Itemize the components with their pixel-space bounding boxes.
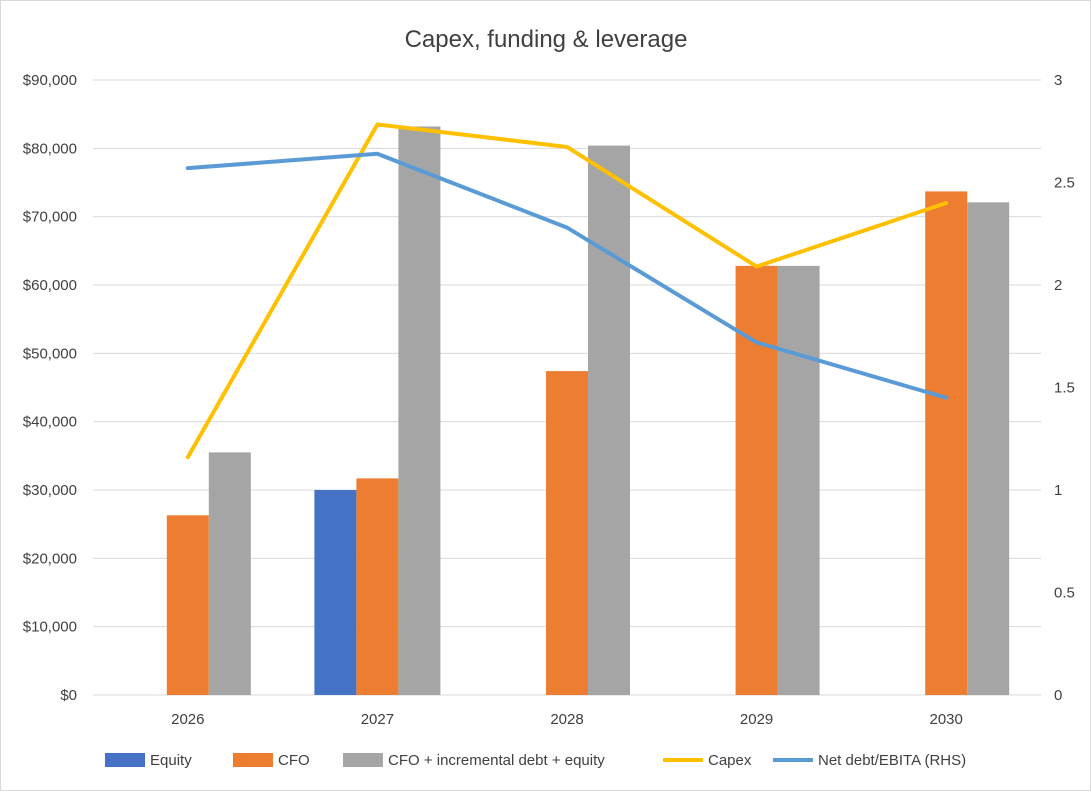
left-tick-label: $80,000 — [23, 140, 77, 157]
x-tick-label: 2026 — [171, 711, 204, 728]
right-axis-ticks: 0 0.5 1 1.5 2 2.5 3 — [1054, 72, 1075, 704]
bar-cfo-incremental-debt-equity-2029 — [777, 265, 820, 695]
bar-cfo-2027 — [356, 478, 399, 695]
right-tick-label: 1.5 — [1054, 380, 1075, 397]
right-tick-label: 0 — [1054, 687, 1062, 704]
line-series — [185, 122, 949, 460]
bar-cfo-2030 — [925, 191, 968, 695]
legend: Equity CFO CFO + incremental debt + equity… — [105, 752, 966, 769]
legend-label: Equity — [150, 752, 192, 769]
left-tick-label: $20,000 — [23, 550, 77, 567]
chart-title: Capex, funding & leverage — [405, 26, 688, 53]
x-tick-label: 2027 — [361, 711, 394, 728]
right-tick-label: 3 — [1054, 72, 1062, 89]
right-tick-label: 1 — [1054, 482, 1062, 499]
left-tick-label: $90,000 — [23, 72, 77, 89]
left-tick-label: $0 — [60, 687, 77, 704]
left-tick-label: $50,000 — [23, 345, 77, 362]
right-tick-label: 0.5 — [1054, 585, 1075, 602]
bar-cfo-incremental-debt-equity-2028 — [588, 145, 630, 696]
bar-cfo-2028 — [546, 371, 588, 695]
left-axis-ticks: $0 $10,000 $20,000 $30,000 $40,000 $50,000 $60… — [23, 72, 77, 704]
bar-series — [166, 126, 1010, 696]
right-tick-label: 2.5 — [1054, 175, 1075, 192]
legend-swatch — [233, 753, 273, 767]
left-tick-label: $60,000 — [23, 277, 77, 294]
bar-cfo-2026 — [166, 515, 209, 695]
bar-cfo-2029 — [735, 265, 778, 695]
legend-swatch — [343, 753, 383, 767]
left-tick-label: $10,000 — [23, 619, 77, 636]
bar-equity-2027 — [314, 490, 357, 695]
bar-cfo-incremental-debt-equity-2026 — [208, 452, 251, 695]
x-axis-ticks: 2026 2027 2028 2029 2030 — [171, 711, 963, 728]
left-tick-label: $30,000 — [23, 482, 77, 499]
right-tick-label: 2 — [1054, 277, 1062, 294]
legend-label: Capex — [708, 752, 752, 769]
bar-cfo-incremental-debt-equity-2027 — [398, 126, 441, 695]
left-tick-label: $70,000 — [23, 209, 77, 226]
legend-swatch — [105, 753, 145, 767]
x-tick-label: 2029 — [740, 711, 773, 728]
line-capex — [185, 122, 949, 460]
legend-label: CFO — [278, 752, 310, 769]
legend-label: CFO + incremental debt + equity — [388, 752, 605, 769]
x-tick-label: 2030 — [930, 711, 963, 728]
left-tick-label: $40,000 — [23, 414, 77, 431]
bar-cfo-incremental-debt-equity-2030 — [967, 202, 1010, 696]
line-net-debt-ebita-rhs- — [185, 151, 949, 400]
x-tick-label: 2028 — [550, 711, 583, 728]
legend-label: Net debt/EBITA (RHS) — [818, 752, 966, 769]
